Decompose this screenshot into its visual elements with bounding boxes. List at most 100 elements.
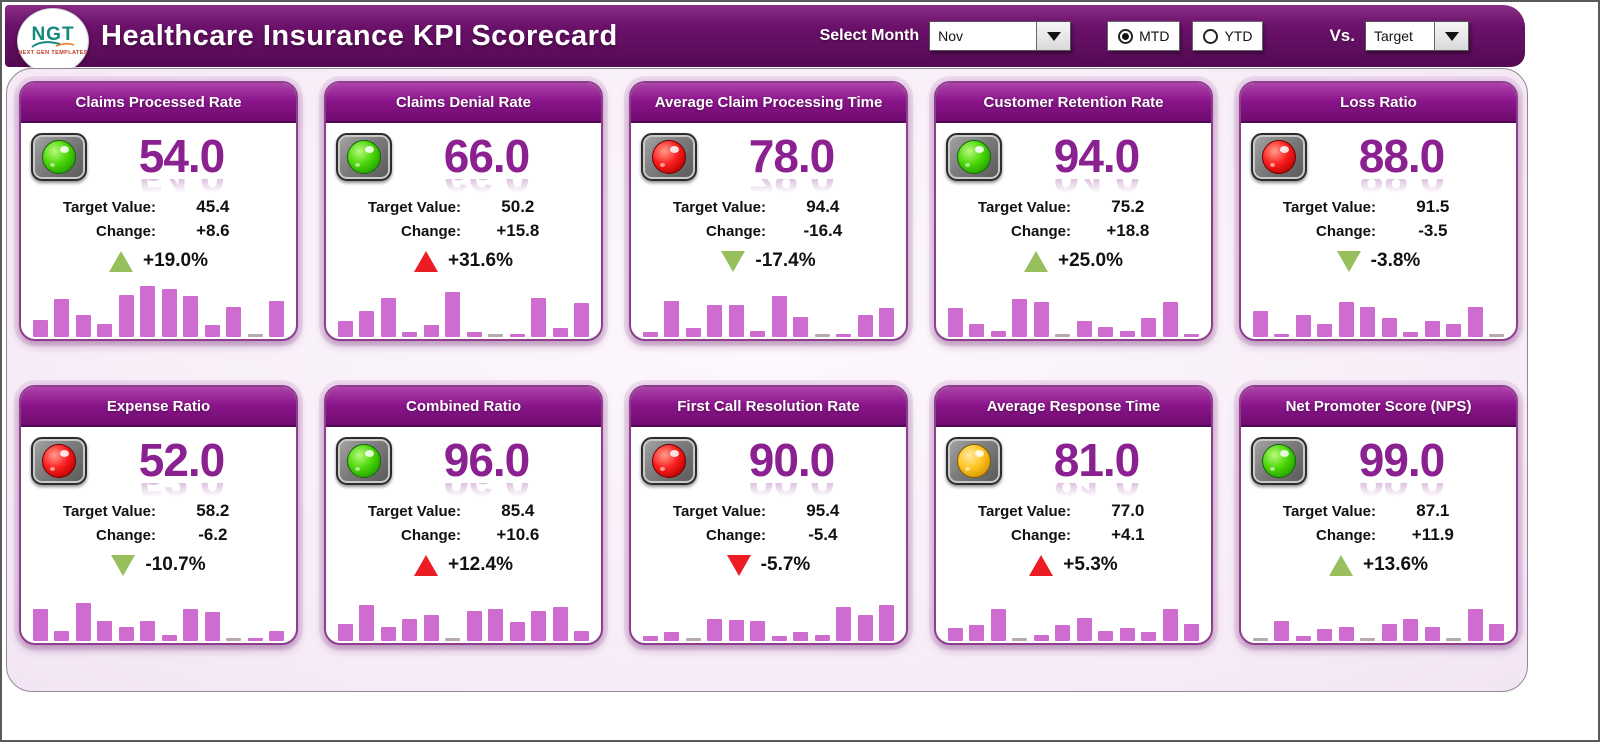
card-title: Loss Ratio xyxy=(1340,93,1417,111)
card-title: Customer Retention Rate xyxy=(983,93,1164,111)
chart-bar xyxy=(1162,609,1178,641)
cards-grid: Claims Processed Rate 54.0 54.0 Target V… xyxy=(19,81,1518,645)
kpi-value: 66.0 xyxy=(443,130,531,182)
traffic-light-bulb xyxy=(347,140,381,174)
chart-bar xyxy=(1338,302,1354,337)
kpi-value-reflection: 54.0 xyxy=(87,179,276,199)
chart-bar xyxy=(359,605,375,641)
chart-bar xyxy=(33,609,48,641)
chart-bar xyxy=(1119,331,1135,337)
chart-bar xyxy=(466,332,482,337)
page-title: Healthcare Insurance KPI Scorecard xyxy=(101,19,618,52)
mini-bar-chart xyxy=(21,279,296,339)
target-value: 50.2 xyxy=(501,197,535,216)
chart-bar xyxy=(878,605,894,641)
kpi-value: 78.0 xyxy=(748,130,836,182)
chart-bar xyxy=(969,625,985,641)
target-value: 85.4 xyxy=(501,501,535,520)
chart-bar xyxy=(1183,624,1199,641)
trend-arrow-icon xyxy=(1329,554,1353,576)
chart-bar xyxy=(573,631,589,641)
card-title: Claims Denial Rate xyxy=(395,93,532,111)
chart-bar xyxy=(573,303,589,337)
chart-bar xyxy=(1467,307,1483,337)
traffic-light-bulb xyxy=(347,444,381,478)
kpi-value: 94.0 xyxy=(1053,130,1141,182)
kpi-value-reflection: 52.0 xyxy=(87,483,276,503)
chart-bar xyxy=(1055,334,1071,337)
traffic-light-bulb xyxy=(652,140,686,174)
chart-bar xyxy=(380,298,396,337)
kpi-value-reflection: 88.0 xyxy=(1307,179,1496,199)
change-value: -3.5 xyxy=(1418,221,1448,240)
chart-bar xyxy=(1033,635,1049,641)
target-label: Target Value: xyxy=(367,502,461,520)
radio-ytd[interactable]: YTD xyxy=(1192,21,1264,51)
chart-bar xyxy=(793,632,809,641)
chart-bar xyxy=(1162,302,1178,337)
target-label: Target Value: xyxy=(1282,502,1376,520)
chart-bar xyxy=(643,636,658,641)
mtd-radio-icon[interactable] xyxy=(1118,28,1134,44)
chart-bar xyxy=(226,638,242,641)
kpi-card-header: Claims Processed Rate xyxy=(21,83,296,123)
change-value: +18.8 xyxy=(1106,221,1150,240)
month-dropdown-button[interactable] xyxy=(1036,22,1071,50)
kpi-card-header: First Call Resolution Rate xyxy=(631,387,906,427)
vs-dropdown-button[interactable] xyxy=(1434,22,1468,50)
target-value: 45.4 xyxy=(196,197,230,216)
chart-bar xyxy=(728,305,744,337)
kpi-card-body: 66.0 66.0 Target Value: 50.2 Change: +15… xyxy=(326,123,601,339)
kpi-value: 99.0 xyxy=(1358,434,1446,486)
kpi-value: 52.0 xyxy=(138,434,226,486)
month-dropdown[interactable]: Nov xyxy=(929,21,1072,51)
kpi-card-body: 81.0 81.0 Target Value: 77.0 Change: +4.… xyxy=(936,427,1211,643)
chart-bar xyxy=(1183,334,1199,337)
target-label: Target Value: xyxy=(672,198,766,216)
chart-bar xyxy=(466,611,482,641)
chart-bar xyxy=(685,638,701,641)
kpi-card-header: Average Claim Processing Time xyxy=(631,83,906,123)
trend-arrow-icon xyxy=(721,250,746,272)
kpi-card: Combined Ratio 96.0 96.0 Target Value: 8… xyxy=(324,385,603,645)
chevron-down-icon xyxy=(1046,31,1061,41)
vs-dropdown[interactable]: Target xyxy=(1365,21,1469,51)
kpi-card: Claims Denial Rate 66.0 66.0 Target Valu… xyxy=(324,81,603,341)
card-title: Average Response Time xyxy=(986,397,1161,415)
chart-bar xyxy=(1098,327,1114,337)
change-label: Change: xyxy=(1011,222,1071,240)
ytd-radio-icon[interactable] xyxy=(1203,28,1219,44)
chart-bar xyxy=(423,615,439,641)
kpi-card-body: 96.0 96.0 Target Value: 85.4 Change: +10… xyxy=(326,427,601,643)
change-label: Change: xyxy=(706,222,766,240)
trend-percent: -17.4% xyxy=(755,250,816,271)
logo-subtext: NEXT GEN TEMPLATES xyxy=(18,50,88,56)
trend-arrow-icon xyxy=(109,250,133,272)
kpi-card-body: 52.0 52.0 Target Value: 58.2 Change: -6.… xyxy=(21,427,296,643)
kpi-card: Net Promoter Score (NPS) 99.0 99.0 Targe… xyxy=(1239,385,1518,645)
radio-mtd[interactable]: MTD xyxy=(1107,21,1181,51)
chart-bar xyxy=(445,638,461,641)
traffic-light-bulb xyxy=(652,444,686,478)
chart-bar xyxy=(750,331,766,337)
chart-bar xyxy=(1424,321,1440,337)
trend-percent: +12.4% xyxy=(448,554,513,575)
target-value: 94.4 xyxy=(806,197,840,216)
chart-bar xyxy=(1295,636,1311,641)
chart-bar xyxy=(226,307,242,337)
kpi-value: 96.0 xyxy=(443,434,531,486)
kpi-card-body: 99.0 99.0 Target Value: 87.1 Change: +11… xyxy=(1241,427,1516,643)
chart-bar xyxy=(338,321,353,337)
trend-arrow-icon xyxy=(111,554,136,576)
chart-bar xyxy=(75,603,91,641)
kpi-card-body: 90.0 90.0 Target Value: 95.4 Change: -5.… xyxy=(631,427,906,643)
chart-bar xyxy=(1295,315,1311,337)
chart-bar xyxy=(793,317,809,337)
chart-bar xyxy=(183,296,199,337)
chart-bar xyxy=(1141,632,1157,641)
kpi-value-reflection: 99.0 xyxy=(1307,483,1496,503)
chart-bar xyxy=(488,609,504,641)
chart-bar xyxy=(161,289,177,337)
status-indicator xyxy=(641,437,697,485)
